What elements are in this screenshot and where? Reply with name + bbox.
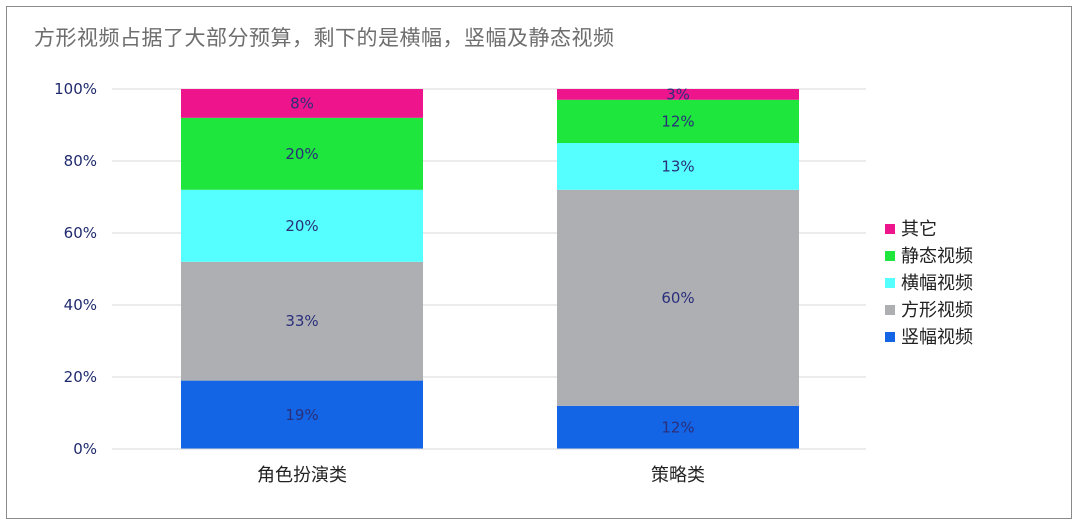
data-label: 13% (661, 157, 694, 175)
data-label: 19% (285, 406, 318, 424)
y-tick-label: 60% (64, 224, 97, 242)
bars: 19% 33% 20% 20% 8% 12% 60% 13% 12% 3% (181, 85, 799, 449)
data-label: 12% (661, 112, 694, 130)
bar-segment (557, 143, 799, 190)
data-label: 60% (661, 289, 694, 307)
bar-segment (181, 261, 423, 381)
data-label: 20% (285, 145, 318, 163)
y-axis: 0% 20% 40% 60% 80% 100% (54, 80, 97, 458)
legend-swatch (885, 332, 895, 342)
y-tick-label: 20% (64, 368, 97, 386)
bar-segment (181, 117, 423, 190)
y-tick-label: 40% (64, 296, 97, 314)
legend-label: 横幅视频 (901, 273, 973, 294)
bar-segment (557, 189, 799, 406)
data-label: 33% (285, 312, 318, 330)
y-tick-label: 80% (64, 152, 97, 170)
legend-label: 静态视频 (901, 246, 973, 267)
data-label: 8% (290, 94, 314, 112)
bar-segment (181, 380, 423, 449)
legend-label: 方形视频 (901, 300, 973, 321)
legend-label: 竖幅视频 (901, 327, 973, 348)
bar-segment (181, 89, 423, 118)
legend-swatch (885, 305, 895, 315)
x-axis: 角色扮演类 策略类 (112, 448, 866, 486)
legend-swatch (885, 278, 895, 288)
x-tick-label: 策略类 (651, 465, 705, 486)
y-tick-label: 100% (54, 80, 97, 98)
data-label: 3% (666, 85, 690, 103)
bar-segment (557, 89, 799, 100)
bar-segment (557, 99, 799, 143)
data-label: 12% (661, 418, 694, 436)
bar-segment (557, 405, 799, 449)
bar-segment (181, 189, 423, 262)
legend-label: 其它 (901, 219, 937, 240)
y-tick-label: 0% (73, 440, 97, 458)
legend-swatch (885, 224, 895, 234)
x-tick-label: 角色扮演类 (257, 465, 347, 486)
chart-title: 方形视频占据了大部分预算，剩下的是横幅，竖幅及静态视频 (34, 26, 615, 50)
data-label: 20% (285, 217, 318, 235)
legend-swatch (885, 251, 895, 261)
